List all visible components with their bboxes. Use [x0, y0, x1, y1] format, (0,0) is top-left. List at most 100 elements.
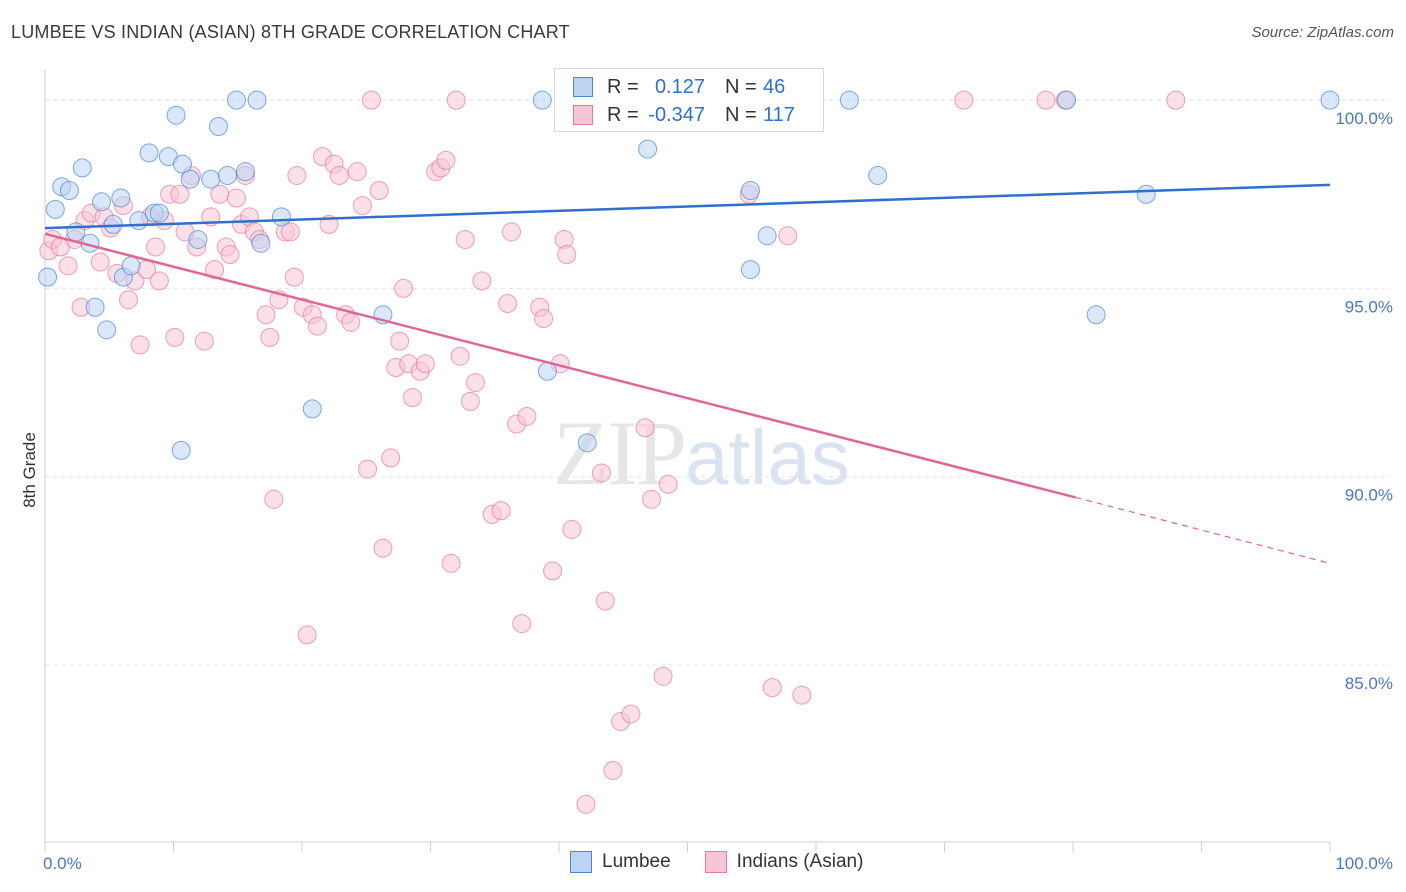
lumbee-point — [1136, 184, 1156, 204]
lumbee-point — [577, 433, 597, 453]
indians-asian-point — [373, 538, 393, 558]
y-tick-label: 95.0% — [1345, 297, 1393, 316]
indians-asian-point — [260, 327, 280, 347]
lumbee-point — [1320, 90, 1340, 110]
indians-asian-point — [381, 448, 401, 468]
indians-asian-point — [658, 474, 678, 494]
n-label: N = — [725, 75, 757, 98]
lumbee-point — [121, 256, 141, 276]
stats-row-indians-asian: R = -0.347 N = 117 — [573, 101, 795, 129]
indians-asian-point — [491, 501, 511, 521]
indians-asian-point — [165, 327, 185, 347]
lumbee-point — [740, 260, 760, 280]
n-label: N = — [725, 103, 757, 126]
lumbee-point — [85, 297, 105, 317]
y-tick-label: 90.0% — [1345, 486, 1393, 505]
legend-item-lumbee[interactable]: Lumbee — [570, 851, 671, 873]
indians-asian-point — [460, 391, 480, 411]
lumbee-trend-line — [44, 183, 1331, 230]
series-indians-asian — [39, 90, 1186, 814]
indians-asian-point — [58, 256, 78, 276]
lumbee-point — [1086, 305, 1106, 325]
lumbee-point — [235, 162, 255, 182]
r-value: 0.127 — [654, 75, 705, 98]
indians-asian-point — [149, 271, 169, 291]
indians-asian-point — [557, 245, 577, 265]
lumbee-point — [226, 90, 246, 110]
indians-asian-point — [512, 614, 532, 634]
indians-asian-point — [498, 293, 518, 313]
indians-asian-point — [446, 90, 466, 110]
indians-asian-point — [653, 666, 673, 686]
indians-asian-trend-extension — [1075, 496, 1331, 564]
lumbee-point — [59, 181, 79, 201]
indians-asian-point — [415, 354, 435, 374]
indians-asian-point — [455, 229, 475, 249]
x-tick-label-start: 0.0% — [43, 854, 82, 873]
indians-asian-point — [341, 312, 361, 332]
indians-asian-legend-swatch — [704, 851, 727, 873]
indians-asian-point — [1036, 90, 1056, 110]
legend-item-indians-asian[interactable]: Indians (Asian) — [704, 851, 864, 873]
lumbee-point — [45, 199, 65, 219]
lumbee-point — [166, 105, 186, 125]
indians-asian-point — [347, 162, 367, 182]
indians-asian-point — [621, 704, 641, 724]
lumbee-point — [638, 139, 658, 159]
lumbee-swatch — [573, 77, 593, 97]
lumbee-point — [171, 440, 191, 460]
lumbee-point — [247, 90, 267, 110]
lumbee-point — [180, 169, 200, 189]
indians-asian-point — [119, 290, 139, 310]
lumbee-legend-swatch — [570, 851, 592, 873]
lumbee-point — [103, 214, 123, 234]
lumbee-point — [201, 169, 221, 189]
indians-asian-point — [441, 553, 461, 573]
lumbee-point — [302, 399, 322, 419]
lumbee-point — [97, 320, 117, 340]
indians-asian-point — [264, 489, 284, 509]
indians-asian-point — [635, 418, 655, 438]
lumbee-point — [740, 181, 760, 201]
indians-asian-swatch — [573, 105, 593, 125]
indians-asian-point — [465, 373, 485, 393]
indians-asian-point — [226, 188, 246, 208]
indians-asian-point — [358, 459, 378, 479]
lumbee-point — [92, 192, 112, 212]
lumbee-point — [111, 188, 131, 208]
legend-label-indians-asian: Indians (Asian) — [736, 851, 864, 872]
stats-row-lumbee: R = 0.127 N = 46 — [573, 73, 785, 101]
indians-asian-point — [562, 519, 582, 539]
indians-asian-point — [280, 222, 300, 242]
watermark-atlas: atlas — [685, 413, 850, 501]
indians-asian-point — [501, 222, 521, 242]
y-axis-label: 8th Grade — [20, 432, 39, 508]
indians-asian-point — [576, 794, 596, 814]
lumbee-point — [757, 226, 777, 246]
indians-asian-point — [792, 685, 812, 705]
axes — [44, 70, 1331, 852]
indians-asian-point — [170, 184, 190, 204]
indians-asian-point — [130, 335, 150, 355]
lumbee-point — [839, 90, 859, 110]
y-tick-label: 100.0% — [1335, 109, 1393, 128]
chart-title: LUMBEE VS INDIAN (ASIAN) 8TH GRADE CORRE… — [11, 22, 570, 42]
lumbee-point — [868, 165, 888, 185]
lumbee-point — [532, 90, 552, 110]
indians-asian-point — [220, 245, 240, 265]
indians-asian-point — [256, 305, 276, 325]
indians-asian-point — [307, 316, 327, 336]
indians-asian-point — [436, 150, 456, 170]
indians-asian-point — [450, 346, 470, 366]
n-value: 46 — [763, 75, 786, 98]
legend-label-lumbee: Lumbee — [602, 851, 671, 872]
lumbee-point — [271, 207, 291, 227]
indians-asian-point — [329, 165, 349, 185]
lumbee-point — [1057, 90, 1077, 110]
indians-asian-point — [472, 271, 492, 291]
series-legend: Lumbee Indians (Asian) — [570, 851, 897, 873]
indians-asian-point — [603, 760, 623, 780]
gridlines — [45, 99, 1390, 666]
lumbee-point — [188, 229, 208, 249]
